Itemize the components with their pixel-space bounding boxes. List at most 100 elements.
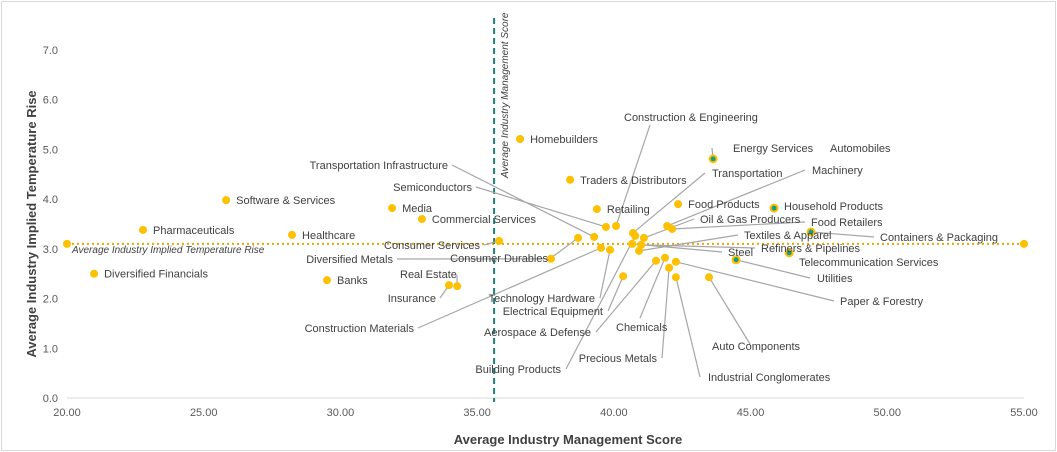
data-label: Precious Metals	[579, 353, 658, 365]
data-point	[495, 236, 504, 245]
data-label: Construction Materials	[305, 323, 415, 335]
data-point	[674, 200, 683, 209]
leader-line	[638, 234, 739, 252]
leader-line	[595, 260, 657, 333]
leader-line	[735, 259, 811, 279]
data-point	[731, 255, 741, 265]
data-label: Auto Components	[712, 341, 801, 353]
leader-line	[632, 172, 706, 234]
data-point	[606, 245, 615, 254]
x-tick-label: 25.00	[190, 407, 218, 419]
data-label: Industrial Conglomerates	[708, 372, 831, 384]
data-point	[597, 243, 606, 252]
y-tick-label: 1.0	[43, 343, 58, 355]
data-label: Transportation	[712, 168, 783, 180]
data-point	[222, 196, 231, 205]
data-label: Consumer Durables	[450, 253, 548, 265]
data-point	[631, 231, 640, 240]
x-tick-label: 45.00	[737, 407, 765, 419]
leader-line	[675, 261, 835, 302]
data-point	[637, 240, 646, 249]
leader-line	[417, 247, 602, 329]
data-label: Utilities	[817, 273, 853, 285]
data-label: Healthcare	[302, 230, 355, 242]
data-label: Retailing	[607, 204, 650, 216]
data-label: Insurance	[388, 293, 436, 305]
avg-score-label: Average Industry Management Score	[500, 12, 511, 179]
data-point	[665, 263, 674, 272]
data-label: Traders & Distributors	[580, 175, 687, 187]
y-tick-label: 6.0	[43, 95, 58, 107]
data-point	[90, 269, 99, 278]
data-label: Building Products	[475, 364, 561, 376]
data-point	[660, 253, 669, 262]
data-point	[671, 273, 680, 282]
data-point	[705, 273, 714, 282]
data-point	[516, 134, 525, 143]
y-tick-label: 4.0	[43, 194, 58, 206]
data-point	[639, 233, 648, 242]
leader-line	[708, 276, 751, 345]
data-point	[601, 222, 610, 231]
data-label: Banks	[337, 275, 368, 287]
x-tick-label: 20.00	[53, 407, 81, 419]
leader-line	[565, 235, 636, 370]
data-label: Energy Services	[733, 143, 814, 155]
leader-line	[666, 169, 806, 227]
data-label: Textiles & Apparel	[744, 230, 831, 242]
data-label: Semiconductors	[393, 182, 472, 194]
y-tick-label: 0.0	[43, 393, 58, 405]
data-label: Consumer Services	[384, 240, 480, 252]
data-label: Oil & Gas Producers	[700, 214, 801, 226]
data-point	[139, 225, 148, 234]
data-point	[566, 175, 575, 184]
data-label: Diversified Metals	[306, 254, 393, 266]
data-label: Household Products	[784, 201, 884, 213]
leader-line	[550, 237, 579, 259]
data-label: Paper & Forestry	[840, 296, 924, 308]
leader-line	[672, 221, 806, 230]
y-tick-label: 2.0	[43, 294, 58, 306]
leader-line	[639, 257, 666, 319]
y-tick-label: 3.0	[43, 244, 58, 256]
data-label: Real Estate	[400, 269, 457, 281]
data-label: Containers & Packaging	[880, 232, 998, 244]
data-point	[769, 203, 779, 213]
x-tick-label: 30.00	[327, 407, 355, 419]
avg-temperature-endpoint	[63, 239, 71, 248]
data-label: Automobiles	[830, 143, 891, 155]
data-label: Food Products	[688, 199, 760, 211]
data-point	[806, 227, 816, 237]
data-point	[784, 248, 794, 258]
data-label: Software & Services	[236, 195, 336, 207]
y-tick-label: 7.0	[43, 45, 58, 57]
y-tick-label: 5.0	[43, 144, 58, 156]
data-label: Technology Hardware	[489, 293, 595, 305]
data-label: Aerospace & Defense	[484, 327, 591, 339]
leader-line	[810, 231, 875, 238]
data-point	[444, 281, 453, 290]
x-axis-title: Average Industry Management Score	[454, 432, 683, 447]
data-point	[288, 230, 297, 239]
data-label: Chemicals	[616, 322, 668, 334]
data-label: Telecommunication Services	[799, 257, 939, 269]
x-tick-label: 55.00	[1010, 407, 1038, 419]
data-point	[453, 282, 462, 291]
avg-temperature-endpoint	[1020, 239, 1028, 248]
x-tick-label: 35.00	[463, 407, 491, 419]
data-point	[590, 232, 599, 241]
avg-temperature-label: Average Industry Implied Temperature Ris…	[71, 245, 265, 256]
data-point	[546, 254, 555, 263]
data-point	[417, 215, 426, 224]
data-point	[708, 154, 718, 164]
data-point	[323, 276, 332, 285]
data-label: Steel	[728, 247, 753, 259]
leader-line	[675, 277, 701, 378]
data-point	[651, 256, 660, 265]
data-label: Transportation Infrastructure	[310, 160, 448, 172]
leader-line	[599, 249, 611, 299]
data-label: Homebuilders	[530, 134, 598, 146]
data-label: Construction & Engineering	[624, 112, 758, 124]
